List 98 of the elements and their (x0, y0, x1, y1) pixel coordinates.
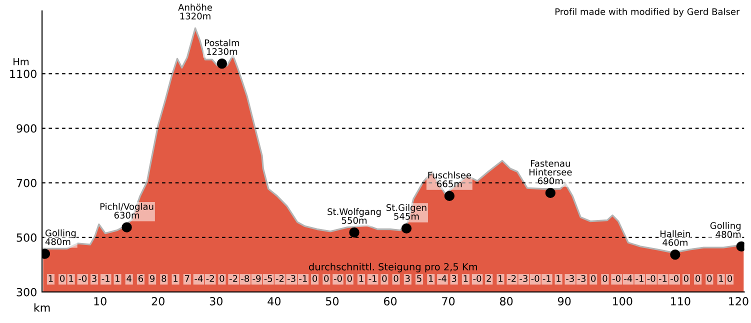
annotation: St.Wolfgang 550m (328, 208, 381, 224)
annotation: 0 (727, 275, 732, 282)
x-tick-label: 80 (500, 297, 513, 306)
point (545, 188, 556, 198)
annotation: Profil made with modified by Gerd Balser (555, 8, 740, 17)
annotation: 1 (428, 275, 433, 282)
annotation: Golling 480m (45, 229, 76, 246)
annotation: 0 (312, 275, 318, 282)
annotation: 1 (359, 275, 364, 282)
annotation: -5 (264, 275, 272, 282)
point (122, 222, 132, 232)
x-tick-label: 120 (729, 297, 748, 306)
y-tick-label: 700 (16, 178, 36, 188)
annotation: 1 (464, 275, 468, 282)
annotation: 3 (92, 275, 96, 282)
annotation: Pichl/Voglau 630m (100, 202, 154, 219)
x-tick-label: 110 (671, 297, 690, 306)
annotation: 0 (707, 275, 712, 282)
y-tick-label: 300 (16, 288, 36, 296)
annotation: -0 (647, 275, 656, 282)
annotation: -1 (299, 275, 307, 282)
x-tick-label: 100 (612, 297, 632, 306)
annotation: -0 (78, 275, 87, 282)
annotation: -4 (624, 275, 632, 282)
annotation: 1 (719, 275, 724, 282)
annotation: 0 (602, 275, 608, 282)
x-tick-label: 60 (384, 297, 397, 306)
x-tick-label: 30 (210, 297, 222, 306)
annotation: 0 (696, 275, 700, 282)
annotation: -0 (612, 275, 620, 282)
annotation: Postalm 1230m (204, 39, 240, 55)
annotation: Golling 480m (710, 222, 741, 238)
annotation: -1 (658, 275, 667, 282)
annotation: 3 (452, 275, 456, 282)
annotation: 2 (486, 275, 491, 282)
annotation: Fuschlsee 665m (428, 172, 472, 188)
x-tick-label: 50 (326, 297, 339, 306)
y-tick-label: 500 (16, 233, 36, 242)
annotation: -0 (473, 275, 482, 282)
annotation: Anhöhe 1320m (178, 4, 212, 20)
annotation: 0 (347, 275, 352, 282)
x-tick-label: 10 (94, 297, 106, 306)
annotation: -0 (531, 275, 540, 282)
annotation: 0 (382, 275, 387, 282)
y-axis-title: Hm (14, 58, 29, 66)
annotation: Hallein 460m (660, 230, 690, 246)
annotation: -1 (542, 275, 551, 282)
x-tick-label: 40 (268, 297, 281, 306)
annotation: 0 (684, 275, 688, 282)
annotation: 0 (220, 275, 224, 282)
annotation: -3 (520, 275, 528, 282)
annotation: -2 (276, 275, 284, 282)
annotation: 1 (69, 275, 74, 282)
annotation: 1 (116, 275, 120, 282)
annotation: -9 (252, 275, 261, 282)
y-tick-label: 900 (16, 124, 36, 133)
annotation: -3 (288, 275, 296, 282)
annotation: -0 (334, 275, 342, 282)
point (444, 190, 455, 202)
annotation: 8 (162, 275, 166, 282)
point (401, 223, 412, 234)
annotation: 3 (405, 275, 410, 282)
x-tick-label: 70 (442, 297, 455, 306)
annotation: -1 (102, 275, 110, 282)
annotation: 0 (60, 275, 65, 282)
annotation: 1 (174, 275, 178, 282)
annotation: -1 (636, 275, 644, 282)
annotation: -1 (368, 275, 377, 282)
annotation: 6 (138, 275, 144, 282)
annotation: -0 (670, 275, 679, 282)
x-tick-label: 20 (152, 297, 164, 306)
x-axis-title: km (34, 303, 50, 312)
annotation: 1 (498, 275, 503, 282)
annotation: 0 (324, 275, 329, 282)
annotation: -4 (194, 275, 203, 282)
y-tick-label: 1100 (10, 70, 36, 78)
point (216, 58, 228, 69)
annotation: 4 (126, 275, 132, 282)
annotation: 0 (591, 275, 596, 282)
annotation: -3 (566, 275, 574, 282)
point (670, 250, 680, 260)
annotation: 0 (394, 275, 398, 282)
annotation: durchschnittl. Steigung pro 2,5 Km (309, 262, 478, 272)
x-tick-label: 90 (558, 297, 571, 306)
annotation: -4 (438, 275, 446, 282)
annotation: -2 (230, 275, 238, 282)
annotation: 1 (48, 275, 53, 282)
annotation: -3 (578, 275, 586, 282)
annotation: -2 (508, 275, 516, 282)
annotation: 1 (556, 275, 561, 282)
annotation: 7 (185, 275, 190, 282)
point (349, 227, 360, 238)
annotation: St.Gilgen 545m (386, 204, 426, 220)
annotation: 9 (150, 275, 155, 282)
annotation: -2 (206, 275, 214, 282)
annotation: Fastenau Hintersee 690m (529, 160, 572, 184)
annotation: -8 (241, 275, 250, 282)
annotation: 5 (417, 275, 422, 282)
